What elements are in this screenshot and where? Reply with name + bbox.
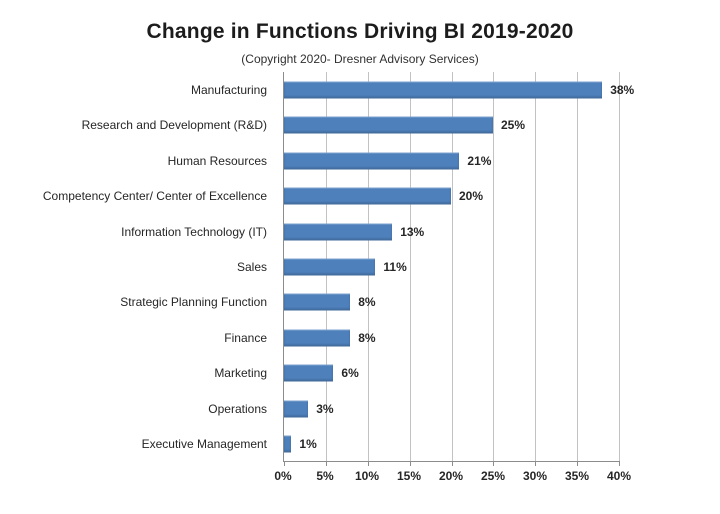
- x-axis-labels: 0% 5% 10% 15% 20% 25% 30% 35% 40%: [274, 466, 631, 486]
- chart-title: Change in Functions Driving BI 2019-2020: [146, 20, 574, 43]
- category-label: Finance: [224, 330, 267, 345]
- bar-zone: 25%: [283, 107, 619, 142]
- category-rows: Manufacturing 38% Research and Developme…: [0, 72, 720, 462]
- chart-row: Information Technology (IT) 13%: [0, 214, 720, 249]
- category-label: Competency Center/ Center of Excellence: [42, 189, 267, 204]
- axis-tick: [284, 461, 285, 466]
- bar: [284, 293, 351, 311]
- axis-tick: [325, 461, 327, 466]
- chart-row: Competency Center/ Center of Excellence …: [0, 178, 720, 213]
- bar: [284, 223, 393, 241]
- chart-row: Executive Management 1%: [0, 427, 720, 462]
- value-label: 20%: [459, 189, 484, 204]
- bar-zone: 8%: [283, 320, 619, 355]
- gridline: [409, 72, 411, 461]
- chart-row: Sales 11%: [0, 249, 720, 284]
- axis-tick: [451, 461, 453, 466]
- bar-zone: 6%: [283, 356, 619, 391]
- bar-zone: 11%: [283, 249, 619, 284]
- bar: [284, 187, 451, 205]
- axis-tick: [577, 461, 579, 466]
- gridline: [577, 72, 579, 461]
- gridline: [493, 72, 495, 461]
- axis-tick: [535, 461, 537, 466]
- category-label: Human Resources: [167, 153, 267, 168]
- gridline: [535, 72, 537, 461]
- bar-zone: 38%: [283, 72, 634, 107]
- category-label: Information Technology (IT): [121, 224, 267, 239]
- chart-row: Marketing 6%: [0, 356, 720, 391]
- bar-zone: 13%: [283, 214, 619, 249]
- chart-row: Strategic Planning Function 8%: [0, 285, 720, 320]
- value-label: 21%: [467, 153, 492, 168]
- gridline: [451, 72, 453, 461]
- x-tick-label: 15%: [396, 469, 422, 483]
- x-tick-label: 30%: [522, 469, 548, 483]
- bar-zone: 8%: [283, 285, 619, 320]
- bar: [284, 329, 351, 347]
- x-tick-label: 0%: [274, 469, 292, 483]
- value-label: 8%: [358, 330, 376, 345]
- value-label: 6%: [341, 366, 359, 381]
- value-label: 13%: [400, 224, 425, 239]
- bar: [284, 258, 376, 276]
- x-tick-label: 5%: [316, 469, 334, 483]
- value-label: 25%: [501, 118, 526, 133]
- value-label: 8%: [358, 295, 376, 310]
- bar: [284, 400, 309, 418]
- bar-zone: 21%: [283, 143, 619, 178]
- bar-zone: 3%: [283, 391, 619, 426]
- value-label: 1%: [299, 437, 317, 452]
- category-label: Research and Development (R&D): [81, 118, 267, 133]
- x-tick-label: 20%: [438, 469, 464, 483]
- axis-tick: [493, 461, 495, 466]
- bar: [284, 435, 292, 453]
- bar: [284, 152, 460, 170]
- chart-row: Research and Development (R&D) 25%: [0, 107, 720, 142]
- axis-tick: [367, 461, 369, 466]
- axis-tick: [409, 461, 411, 466]
- gridline: [619, 72, 620, 461]
- x-tick-label: 25%: [480, 469, 506, 483]
- value-label: 11%: [383, 259, 407, 274]
- x-tick-label: 35%: [564, 469, 590, 483]
- chart-row: Manufacturing 38%: [0, 72, 720, 107]
- category-label: Operations: [208, 401, 267, 416]
- category-label: Executive Management: [141, 437, 267, 452]
- axis-tick: [619, 461, 620, 466]
- bar-zone: 20%: [283, 178, 619, 213]
- bar-zone: 1%: [283, 427, 619, 462]
- category-label: Sales: [236, 259, 267, 274]
- bar: [284, 81, 603, 99]
- category-label: Manufacturing: [190, 82, 267, 97]
- bar: [284, 364, 334, 382]
- chart-row: Operations 3%: [0, 391, 720, 426]
- category-label: Marketing: [214, 366, 267, 381]
- x-tick-label: 40%: [606, 469, 632, 483]
- x-tick-label: 10%: [354, 469, 380, 483]
- value-label: 3%: [316, 401, 334, 416]
- chart-row: Human Resources 21%: [0, 143, 720, 178]
- chart-row: Finance 8%: [0, 320, 720, 355]
- category-label: Strategic Planning Function: [120, 295, 267, 310]
- value-label: 38%: [610, 82, 635, 97]
- bar: [284, 116, 493, 134]
- chart-subtitle: (Copyright 2020- Dresner Advisory Servic…: [241, 52, 479, 66]
